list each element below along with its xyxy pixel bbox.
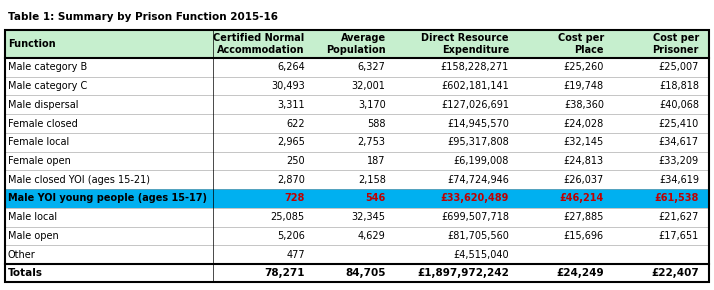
Text: 84,705: 84,705 [345, 268, 386, 278]
Text: Other: Other [8, 250, 36, 260]
Bar [5, 30, 709, 282]
Text: Female local: Female local [8, 137, 69, 147]
Text: £1,897,972,242: £1,897,972,242 [417, 268, 509, 278]
Text: Male YOI young people (ages 15-17): Male YOI young people (ages 15-17) [8, 193, 207, 204]
Text: £17,651: £17,651 [659, 231, 699, 241]
Text: 2,158: 2,158 [358, 175, 386, 185]
Text: 30,493: 30,493 [271, 81, 305, 91]
Text: Male category C: Male category C [8, 81, 87, 91]
Text: Female open: Female open [8, 156, 71, 166]
Text: £61,538: £61,538 [655, 193, 699, 204]
Bar [5, 30, 709, 58]
Text: 32,345: 32,345 [352, 212, 386, 222]
Text: Direct Resource
Expenditure: Direct Resource Expenditure [421, 33, 509, 55]
Text: £19,748: £19,748 [564, 81, 604, 91]
Text: £33,209: £33,209 [659, 156, 699, 166]
Text: Certified Normal
Accommodation: Certified Normal Accommodation [213, 33, 305, 55]
Text: £21,627: £21,627 [658, 212, 699, 222]
Text: £46,214: £46,214 [560, 193, 604, 204]
Text: 2,753: 2,753 [358, 137, 386, 147]
Text: Table 1: Summary by Prison Function 2015-16: Table 1: Summary by Prison Function 2015… [8, 12, 278, 22]
Bar [5, 189, 709, 208]
Text: £24,249: £24,249 [556, 268, 604, 278]
Text: £27,885: £27,885 [563, 212, 604, 222]
Text: 25,085: 25,085 [271, 212, 305, 222]
Text: £81,705,560: £81,705,560 [447, 231, 509, 241]
Text: Male closed YOI (ages 15-21): Male closed YOI (ages 15-21) [8, 175, 150, 185]
Text: Male local: Male local [8, 212, 57, 222]
Text: £18,818: £18,818 [659, 81, 699, 91]
Text: Function: Function [8, 39, 56, 49]
Text: 728: 728 [284, 193, 305, 204]
Text: £38,360: £38,360 [564, 100, 604, 110]
Text: £15,696: £15,696 [564, 231, 604, 241]
Text: 78,271: 78,271 [264, 268, 305, 278]
Text: 546: 546 [366, 193, 386, 204]
Text: £74,724,946: £74,724,946 [447, 175, 509, 185]
Text: Female closed: Female closed [8, 119, 78, 128]
Text: £602,181,141: £602,181,141 [441, 81, 509, 91]
Text: £25,260: £25,260 [563, 62, 604, 72]
Text: £25,007: £25,007 [658, 62, 699, 72]
Text: 5,206: 5,206 [277, 231, 305, 241]
Text: £24,028: £24,028 [563, 119, 604, 128]
Text: 2,870: 2,870 [277, 175, 305, 185]
Text: 2,965: 2,965 [277, 137, 305, 147]
Text: £158,228,271: £158,228,271 [441, 62, 509, 72]
Text: Cost per
Place: Cost per Place [558, 33, 604, 55]
Text: £4,515,040: £4,515,040 [453, 250, 509, 260]
Text: £40,068: £40,068 [659, 100, 699, 110]
Text: 3,311: 3,311 [277, 100, 305, 110]
Text: Totals: Totals [8, 268, 43, 278]
Text: £34,617: £34,617 [659, 137, 699, 147]
Text: Male category B: Male category B [8, 62, 87, 72]
Text: 187: 187 [367, 156, 386, 166]
Text: 622: 622 [286, 119, 305, 128]
Text: 32,001: 32,001 [352, 81, 386, 91]
Text: 477: 477 [286, 250, 305, 260]
Text: 6,327: 6,327 [358, 62, 386, 72]
Text: £14,945,570: £14,945,570 [447, 119, 509, 128]
Text: £33,620,489: £33,620,489 [441, 193, 509, 204]
Text: 6,264: 6,264 [277, 62, 305, 72]
Text: 588: 588 [367, 119, 386, 128]
Text: 3,170: 3,170 [358, 100, 386, 110]
Text: Average
Population: Average Population [326, 33, 386, 55]
Text: £32,145: £32,145 [563, 137, 604, 147]
Text: Male open: Male open [8, 231, 59, 241]
Text: Cost per
Prisoner: Cost per Prisoner [653, 33, 699, 55]
Text: £24,813: £24,813 [564, 156, 604, 166]
Text: Male dispersal: Male dispersal [8, 100, 79, 110]
Text: £127,026,691: £127,026,691 [441, 100, 509, 110]
Text: £25,410: £25,410 [659, 119, 699, 128]
Text: £22,407: £22,407 [651, 268, 699, 278]
Text: 4,629: 4,629 [358, 231, 386, 241]
Text: £26,037: £26,037 [563, 175, 604, 185]
Text: £6,199,008: £6,199,008 [453, 156, 509, 166]
Text: £699,507,718: £699,507,718 [441, 212, 509, 222]
Text: £95,317,808: £95,317,808 [447, 137, 509, 147]
Text: £34,619: £34,619 [659, 175, 699, 185]
Text: 250: 250 [286, 156, 305, 166]
